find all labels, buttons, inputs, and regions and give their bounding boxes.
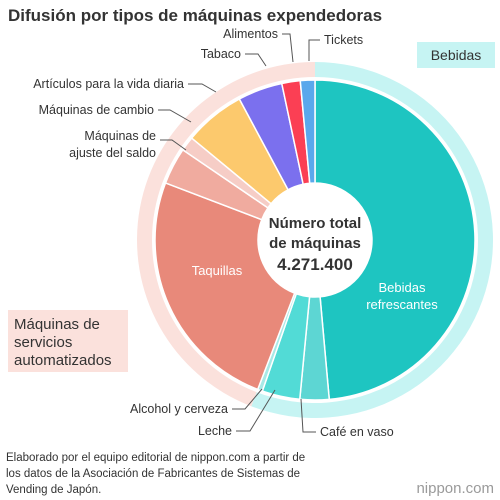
source-note-line-3: Vending de Japón.: [6, 484, 101, 496]
label-leche: Leche: [198, 424, 232, 438]
label-ajuste-line-1: Máquinas de: [84, 129, 156, 143]
group-label-bebidas: Bebidas: [431, 47, 482, 63]
leader-alcohol: [232, 388, 263, 410]
label-ajuste-line-2: ajuste del saldo: [69, 146, 156, 160]
group-label-servicios-line-2: servicios: [14, 334, 72, 351]
center-disc: [258, 183, 372, 297]
label-taquillas: Taquillas: [192, 263, 243, 278]
center-total: 4.271.400: [277, 255, 353, 274]
label-tabaco: Tabaco: [201, 47, 241, 61]
chart-title: Difusión por tipos de máquinas expendedo…: [8, 6, 382, 25]
label-bebidas-refrescantes-line-1: Bebidas: [379, 280, 426, 295]
leader-alimentos: [282, 33, 294, 63]
label-cafe: Café en vaso: [320, 425, 394, 439]
leader-tabaco: [245, 53, 267, 67]
label-alimentos: Alimentos: [223, 27, 278, 41]
group-label-servicios-line-3: automatizados: [14, 352, 112, 369]
group-box-servicios: [8, 310, 128, 372]
center-label-line-2: de máquinas: [269, 235, 361, 252]
leader-cambio: [158, 109, 192, 123]
group-label-servicios-line-1: Máquinas de: [14, 316, 100, 333]
leader-leche: [236, 389, 276, 432]
label-alcohol: Alcohol y cerveza: [130, 402, 228, 416]
nippon-logo: nippon.com: [416, 480, 494, 497]
source-note-line-2: los datos de la Asociación de Fabricante…: [6, 468, 300, 480]
label-articulos: Artículos para la vida diaria: [33, 77, 184, 91]
label-cambio: Máquinas de cambio: [39, 103, 154, 117]
label-tickets: Tickets: [324, 33, 363, 47]
slice-layer: [154, 79, 476, 401]
leader-articulos: [188, 83, 217, 93]
label-bebidas-refrescantes-line-2: refrescantes: [366, 297, 438, 312]
source-note-line-1: Elaborado por el equipo editorial de nip…: [6, 452, 305, 464]
leader-ajuste: [160, 139, 187, 151]
center-label-line-1: Número total: [269, 215, 362, 232]
group-box-bebidas: [417, 42, 495, 68]
leader-cafe: [300, 398, 316, 433]
leader-tickets: [308, 39, 320, 61]
